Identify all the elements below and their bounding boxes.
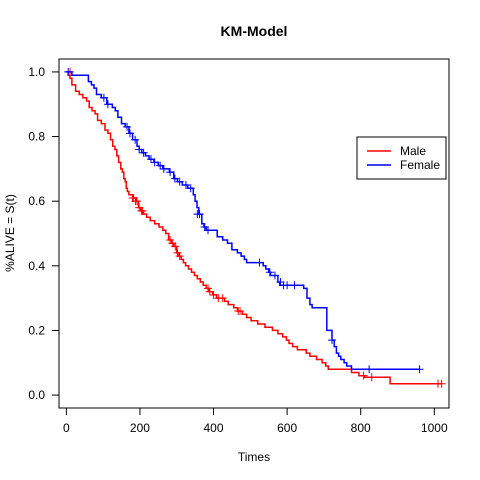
female-survival-curve bbox=[66, 71, 420, 370]
x-tick-label: 1000 bbox=[421, 421, 448, 435]
male-censor-mark bbox=[236, 307, 245, 316]
x-tick-label: 800 bbox=[351, 421, 371, 435]
female-censor-mark bbox=[186, 184, 195, 193]
female-censor-mark bbox=[328, 336, 336, 345]
series-female bbox=[64, 67, 424, 374]
legend-item-male: Male bbox=[367, 144, 426, 158]
y-tick-label: 0.0 bbox=[28, 388, 45, 402]
female-censor-mark bbox=[204, 226, 213, 235]
female-censor-mark bbox=[146, 155, 155, 164]
male-censor-mark bbox=[209, 290, 218, 299]
female-censor-mark bbox=[150, 158, 159, 167]
female-censor-mark bbox=[64, 67, 73, 76]
male-censor-mark bbox=[437, 379, 446, 388]
female-censor-mark bbox=[126, 129, 135, 138]
female-censor-mark bbox=[283, 281, 292, 290]
x-tick-label: 600 bbox=[277, 421, 297, 435]
female-censor-mark bbox=[131, 135, 140, 144]
male-censor-mark bbox=[367, 373, 376, 382]
x-axis: 0 200 400 600 800 1000 bbox=[63, 407, 448, 435]
female-censor-mark bbox=[166, 168, 175, 177]
series-male bbox=[66, 67, 446, 388]
legend-item-female: Female bbox=[367, 158, 440, 172]
female-censor-mark bbox=[139, 148, 148, 157]
female-censor-mark bbox=[159, 164, 168, 173]
legend-label-female: Female bbox=[400, 158, 440, 172]
y-tick-label: 1.0 bbox=[28, 65, 45, 79]
male-censor-mark bbox=[133, 197, 141, 206]
female-censor-mark bbox=[156, 161, 165, 170]
x-tick-label: 400 bbox=[204, 421, 224, 435]
female-censor-mark bbox=[135, 145, 144, 154]
female-censor-mark bbox=[290, 281, 299, 290]
female-censor-mark bbox=[99, 93, 108, 102]
y-axis: 0.0 0.2 0.4 0.6 0.8 1.0 bbox=[28, 65, 60, 402]
y-tick-label: 0.4 bbox=[28, 259, 45, 273]
female-censor-mark bbox=[415, 365, 424, 374]
male-censor-mark bbox=[204, 284, 213, 293]
male-censor-mark bbox=[218, 294, 227, 303]
female-censor-mark bbox=[270, 271, 279, 280]
y-tick-label: 0.6 bbox=[28, 194, 45, 208]
male-censor-mark bbox=[171, 242, 180, 251]
female-censor-mark bbox=[255, 258, 264, 267]
female-censor-mark bbox=[181, 181, 190, 190]
female-censor-mark bbox=[200, 223, 209, 232]
male-censor-mark bbox=[359, 371, 368, 380]
x-tick-label: 200 bbox=[130, 421, 150, 435]
y-axis-label: %ALIVE = S(t) bbox=[3, 194, 17, 272]
legend-label-male: Male bbox=[400, 144, 426, 158]
chart-title: KM-Model bbox=[221, 23, 288, 39]
male-censor-mark bbox=[205, 287, 214, 296]
female-censor-mark bbox=[175, 177, 184, 186]
female-censor-mark bbox=[195, 210, 204, 219]
x-axis-label: Times bbox=[238, 450, 270, 464]
male-censor-mark bbox=[138, 206, 147, 215]
x-tick-label: 0 bbox=[63, 421, 70, 435]
series-layer bbox=[64, 67, 446, 388]
male-survival-curve bbox=[66, 71, 442, 385]
legend-box bbox=[356, 136, 447, 180]
y-tick-label: 0.8 bbox=[28, 130, 45, 144]
female-censor-mark bbox=[265, 268, 274, 277]
female-censor-mark bbox=[123, 122, 132, 131]
male-censor-mark bbox=[129, 193, 138, 202]
female-censor-mark bbox=[103, 100, 112, 109]
male-censor-mark bbox=[175, 252, 184, 261]
female-censor-mark bbox=[170, 174, 179, 183]
female-censor-mark bbox=[365, 365, 374, 374]
y-tick-label: 0.2 bbox=[28, 323, 45, 337]
